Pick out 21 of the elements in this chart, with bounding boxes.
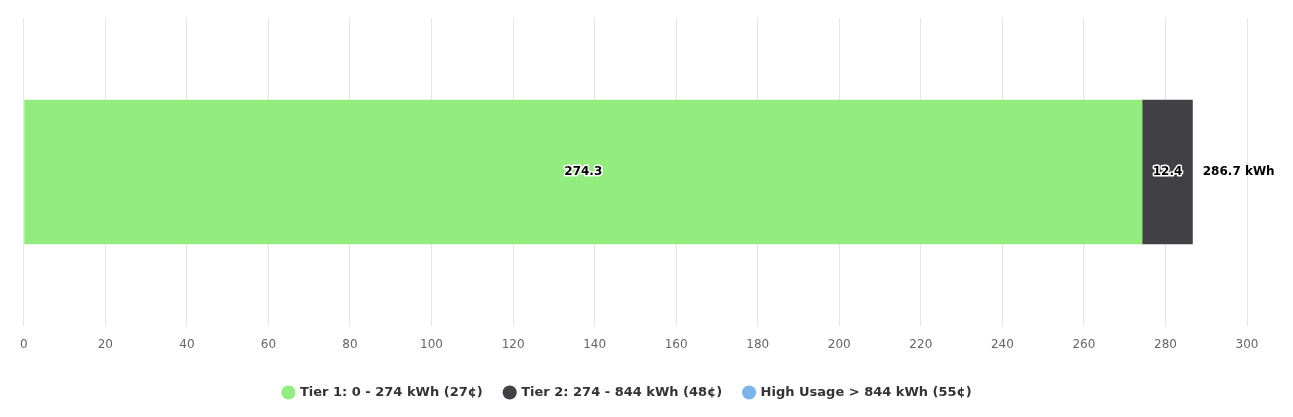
total-label: 286.7 kWh xyxy=(1202,164,1275,179)
x-tick-label: 160 xyxy=(664,336,688,351)
data-label: 274.3 xyxy=(564,164,603,179)
x-tick-label: 60 xyxy=(260,336,277,351)
x-tick-label: 220 xyxy=(909,336,933,351)
legend-label: High Usage > 844 kWh (55¢) xyxy=(760,383,972,399)
x-tick-label: 40 xyxy=(179,336,195,351)
x-tick-label: 80 xyxy=(342,336,358,351)
x-tick-label: 260 xyxy=(1072,336,1096,351)
legend-label: Tier 2: 274 - 844 kWh (48¢) xyxy=(521,383,723,399)
legend-label: Tier 1: 0 - 274 kWh (27¢) xyxy=(299,383,483,399)
x-tick-label: 100 xyxy=(420,336,443,351)
x-tick-label: 180 xyxy=(746,336,770,351)
x-tick-label: 200 xyxy=(827,336,851,351)
x-tick-label: 140 xyxy=(583,336,607,351)
x-tick-label: 0 xyxy=(20,336,28,351)
x-tick-label: 20 xyxy=(97,336,113,351)
x-tick-label: 240 xyxy=(990,336,1014,351)
x-tick-label: 120 xyxy=(501,336,525,351)
x-tick-label: 300 xyxy=(1235,336,1259,351)
x-tick-label: 280 xyxy=(1154,336,1177,351)
